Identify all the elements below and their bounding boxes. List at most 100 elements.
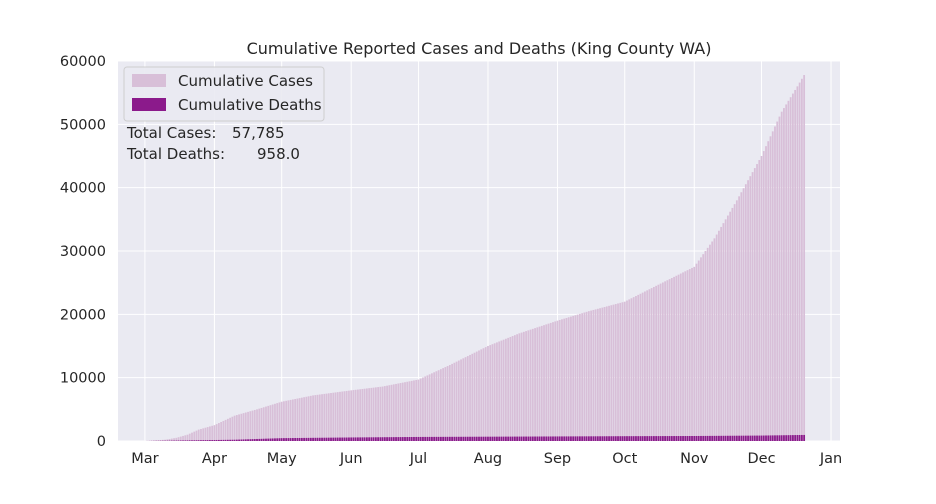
deaths-bar	[341, 437, 344, 441]
cases-bar	[803, 75, 806, 442]
deaths-bar	[785, 435, 788, 441]
cases-bar	[592, 309, 595, 441]
deaths-bar	[204, 440, 207, 441]
cases-bar	[466, 356, 469, 441]
cases-bar	[484, 347, 487, 441]
cases-bar	[518, 333, 521, 441]
cases-bar	[206, 427, 209, 441]
cases-bar	[695, 263, 698, 441]
cases-bar	[520, 332, 523, 441]
deaths-bar	[280, 438, 283, 441]
total-cases-label: Total Cases:	[126, 124, 216, 142]
cases-bar	[776, 121, 779, 441]
deaths-bar	[778, 435, 781, 441]
deaths-bar	[724, 435, 727, 441]
deaths-bar	[381, 437, 384, 441]
cases-bar	[220, 422, 223, 441]
cases-bar	[435, 371, 438, 441]
cases-bar	[570, 316, 572, 441]
cases-bar	[567, 317, 570, 441]
cases-bar	[410, 380, 413, 441]
deaths-bar	[646, 436, 649, 441]
cases-bar	[231, 416, 234, 441]
deaths-bar	[307, 437, 310, 441]
cases-bar	[549, 322, 552, 441]
cases-bar	[758, 160, 761, 441]
deaths-bar	[677, 436, 680, 441]
cases-bar	[603, 307, 606, 441]
cases-bar	[164, 439, 166, 441]
deaths-bar	[572, 436, 575, 441]
x-tick-label: Dec	[747, 451, 775, 467]
deaths-bar	[630, 436, 633, 441]
cases-bar	[774, 126, 776, 441]
y-tick-label: 60000	[60, 54, 106, 70]
deaths-bar	[222, 439, 225, 441]
deaths-bar	[399, 437, 402, 441]
deaths-bar	[417, 436, 420, 441]
x-axis-ticks: Mar Apr May Jun Jul Aug Sep Oct Nov Dec Jan	[131, 451, 842, 467]
cases-bar	[666, 280, 669, 441]
cases-bar	[413, 380, 415, 441]
cases-bar	[471, 353, 474, 441]
cases-bar	[547, 323, 550, 441]
deaths-bar	[460, 436, 462, 441]
deaths-bar	[605, 436, 608, 441]
cases-bar	[785, 104, 788, 441]
cases-bar	[300, 397, 303, 441]
cases-bar	[283, 401, 285, 441]
deaths-bar	[581, 436, 584, 441]
deaths-bar	[554, 436, 557, 441]
cases-bar	[760, 156, 763, 441]
deaths-bar	[274, 438, 276, 441]
deaths-bar	[538, 436, 541, 441]
cases-bar	[646, 290, 649, 441]
cases-bar	[664, 281, 667, 441]
deaths-bar	[309, 437, 312, 441]
cases-bar	[381, 386, 384, 441]
deaths-bar	[193, 440, 196, 441]
cases-bar	[392, 384, 395, 441]
cases-bar	[446, 366, 449, 441]
cases-bar	[222, 420, 225, 441]
deaths-bar	[796, 435, 799, 441]
deaths-bar	[673, 436, 675, 441]
cases-bar	[543, 325, 545, 441]
x-tick-label: Jul	[409, 451, 428, 467]
deaths-bar	[626, 436, 628, 441]
deaths-bar	[291, 438, 294, 441]
deaths-bar	[444, 436, 447, 441]
deaths-bar	[179, 440, 182, 441]
deaths-bar	[576, 436, 579, 441]
deaths-bar	[670, 436, 673, 441]
deaths-bar	[330, 437, 332, 441]
deaths-bar	[422, 436, 424, 441]
deaths-bar	[334, 437, 337, 441]
cases-bar	[632, 297, 635, 441]
deaths-bar	[314, 437, 317, 441]
deaths-bar	[583, 436, 586, 441]
cases-bar	[489, 345, 492, 441]
deaths-bar	[325, 437, 328, 441]
cases-bar	[451, 363, 453, 441]
cases-bar	[439, 369, 442, 441]
cases-bar	[417, 379, 420, 441]
deaths-bar	[715, 435, 718, 441]
deaths-bar	[509, 436, 512, 441]
deaths-bar	[655, 436, 658, 441]
cases-bar	[262, 407, 265, 441]
cases-bar	[762, 151, 765, 441]
cases-bar	[397, 383, 400, 441]
cases-bar	[197, 429, 200, 441]
cases-bar	[558, 319, 561, 441]
cases-bar	[720, 226, 723, 441]
cases-bar	[372, 387, 375, 441]
y-tick-label: 0	[97, 434, 106, 450]
deaths-bar	[413, 436, 415, 441]
deaths-bar	[664, 436, 667, 441]
deaths-bar	[760, 435, 763, 441]
cases-bar	[639, 293, 642, 441]
cases-bar	[305, 396, 308, 441]
deaths-bar	[529, 436, 532, 441]
deaths-bar	[285, 438, 288, 441]
